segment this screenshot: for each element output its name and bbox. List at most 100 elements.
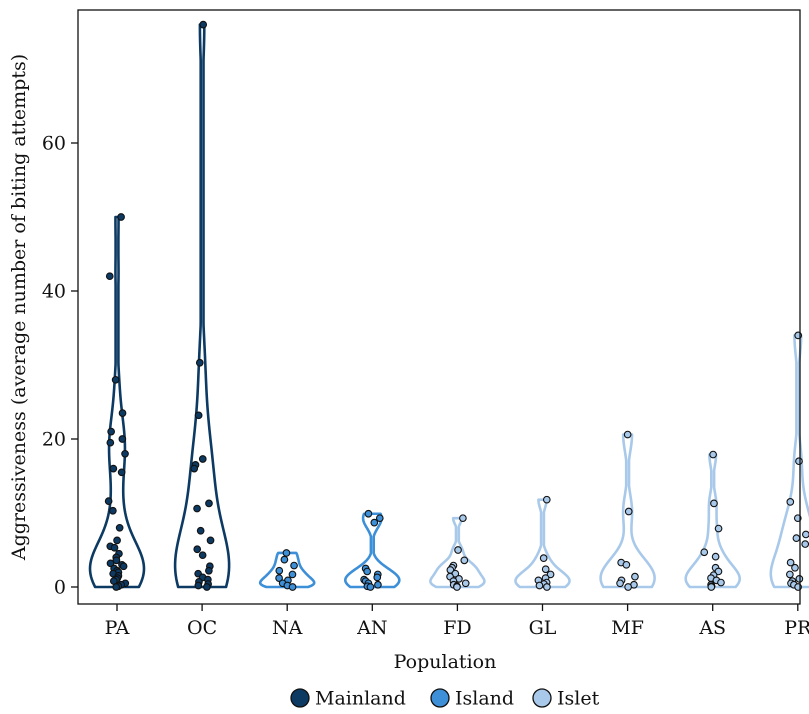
legend-marker-mainland xyxy=(290,688,310,708)
y-axis: 0 20 40 60 xyxy=(42,133,78,599)
y-tick-label: 60 xyxy=(42,133,66,155)
data-point xyxy=(623,430,632,439)
violin-gl xyxy=(514,498,571,589)
data-point xyxy=(542,495,551,504)
data-point xyxy=(707,583,716,591)
data-point xyxy=(275,574,283,582)
data-point xyxy=(115,523,124,532)
data-point xyxy=(117,213,125,221)
x-tick-label: NA xyxy=(272,617,303,639)
data-point xyxy=(195,358,204,367)
data-point xyxy=(363,567,372,576)
legend: Mainland Island Islet xyxy=(290,688,600,710)
data-point xyxy=(106,559,115,568)
data-point xyxy=(110,543,119,552)
data-point xyxy=(711,552,720,561)
data-point xyxy=(622,560,631,569)
data-point xyxy=(795,457,803,466)
data-point xyxy=(118,409,127,417)
data-point xyxy=(109,506,117,515)
y-axis-title: Aggressiveness (average number of biting… xyxy=(8,54,30,561)
data-point xyxy=(786,570,794,579)
data-point xyxy=(199,20,208,29)
data-point xyxy=(374,580,382,589)
data-point xyxy=(791,563,799,572)
data-point xyxy=(205,566,213,575)
violin-na xyxy=(258,551,316,589)
violins-layer xyxy=(88,23,809,589)
data-point xyxy=(105,272,114,281)
data-point xyxy=(106,438,115,447)
data-point xyxy=(193,504,201,513)
data-point xyxy=(104,497,113,506)
data-point xyxy=(193,545,202,554)
y-tick-label: 0 xyxy=(54,577,66,599)
data-point xyxy=(288,570,297,579)
data-point xyxy=(366,583,375,591)
data-point xyxy=(206,536,215,545)
violin-oc xyxy=(173,23,231,589)
data-point xyxy=(112,556,121,565)
data-point xyxy=(802,530,809,539)
data-point xyxy=(616,579,624,588)
legend-label-islet: Islet xyxy=(557,688,600,710)
x-tick-label: AS xyxy=(698,617,726,639)
data-point xyxy=(190,464,199,473)
data-point xyxy=(282,549,291,557)
x-axis-title: Population xyxy=(394,651,497,673)
data-point xyxy=(194,411,203,420)
violin-pa xyxy=(88,215,146,589)
data-point xyxy=(109,464,118,473)
data-point xyxy=(280,555,289,564)
x-tick-label: GL xyxy=(529,617,557,639)
y-tick-label: 40 xyxy=(42,281,66,303)
y-tick-label: 20 xyxy=(42,429,66,451)
data-point xyxy=(375,514,384,523)
x-tick-label: PA xyxy=(105,617,130,639)
violin-mf xyxy=(599,433,656,589)
data-point xyxy=(194,581,203,590)
data-point xyxy=(624,507,633,516)
data-point xyxy=(539,554,548,562)
violin-an xyxy=(344,512,401,589)
data-point xyxy=(624,583,632,591)
legend-marker-island xyxy=(430,688,450,708)
plot-frame xyxy=(77,9,801,605)
data-point xyxy=(801,540,809,548)
data-point xyxy=(454,546,462,554)
data-point xyxy=(631,572,639,581)
points-layer xyxy=(104,20,809,591)
data-point xyxy=(198,455,207,463)
data-point xyxy=(203,583,211,591)
data-point xyxy=(373,573,382,582)
data-point xyxy=(453,583,461,591)
data-point xyxy=(786,558,795,567)
x-tick-label: MF xyxy=(611,617,644,639)
x-axis: PA OC NA AN FD GL MF AS PR xyxy=(105,604,809,639)
x-tick-label: FD xyxy=(443,617,471,639)
data-point xyxy=(196,526,205,535)
data-point xyxy=(717,578,725,587)
data-point xyxy=(792,534,801,543)
data-point xyxy=(700,548,709,557)
data-point xyxy=(459,514,467,523)
x-tick-label: PR xyxy=(784,617,809,639)
data-point xyxy=(205,499,213,508)
data-point xyxy=(198,551,207,560)
data-point xyxy=(118,435,127,443)
data-point xyxy=(541,565,550,574)
data-point xyxy=(275,566,284,575)
data-point xyxy=(460,556,469,565)
violin-pr xyxy=(769,334,809,589)
data-point xyxy=(117,468,126,477)
data-point xyxy=(546,570,555,579)
x-tick-label: AN xyxy=(356,617,387,639)
data-point xyxy=(290,561,298,570)
legend-label-mainland: Mainland xyxy=(315,688,406,710)
legend-marker-islet xyxy=(532,688,552,708)
violin-fd xyxy=(429,516,486,589)
x-tick-label: OC xyxy=(187,617,217,639)
data-point xyxy=(107,427,115,436)
data-point xyxy=(535,581,544,590)
